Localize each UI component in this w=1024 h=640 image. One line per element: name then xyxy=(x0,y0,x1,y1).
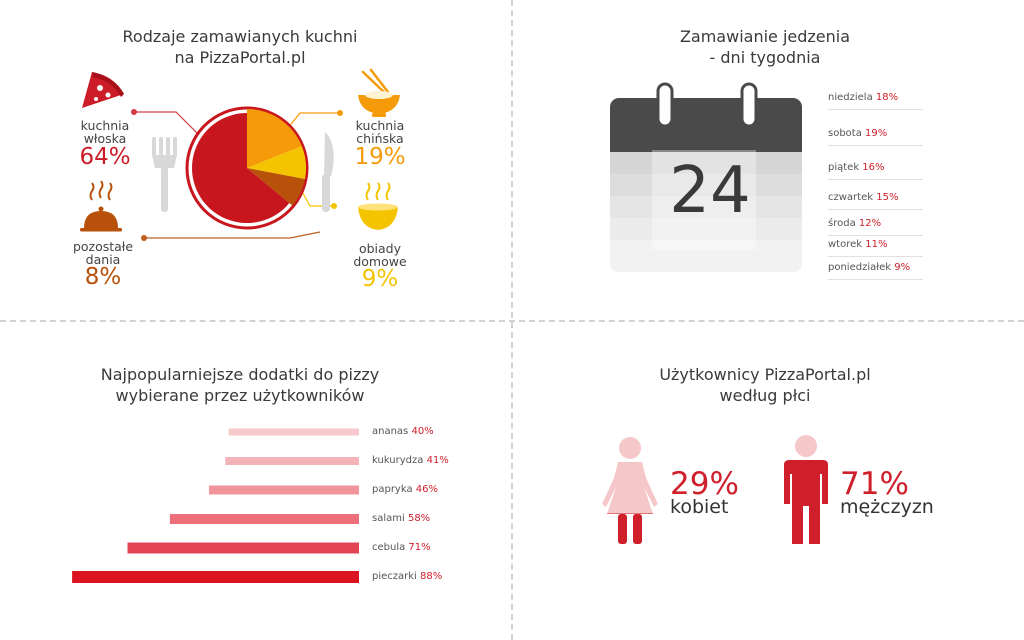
soup-pot-icon xyxy=(358,182,398,230)
topping-label: cebula 71% xyxy=(372,542,431,554)
pie-slice-italian xyxy=(192,113,290,224)
pie-slice-chinese xyxy=(247,109,302,168)
day-name: środa xyxy=(828,218,859,229)
days-title-line-2: - dni tygodnia xyxy=(709,48,821,67)
topping-name: pieczarki xyxy=(372,571,421,582)
day-percentage: 11% xyxy=(865,239,888,250)
pie-slices xyxy=(192,109,306,224)
topping-bar-pieczarki xyxy=(72,571,359,583)
topping-name: papryka xyxy=(372,484,416,495)
cuisines-title-line-1: Rodzaje zamawianych kuchni xyxy=(122,27,358,46)
knife-icon xyxy=(322,132,334,212)
leader-italian xyxy=(134,111,205,141)
day-name: niedziela xyxy=(828,92,876,103)
women-label: kobiet xyxy=(670,496,729,518)
day-percentage: 15% xyxy=(876,192,899,203)
day-row: niedziela 18% xyxy=(828,90,923,110)
topping-label: salami 58% xyxy=(372,513,430,525)
cuisines-title: Rodzaje zamawianych kuchni na PizzaPorta… xyxy=(60,26,420,68)
leader-other xyxy=(144,231,321,239)
man-figure-icon xyxy=(784,435,828,544)
women-percentage: 29% xyxy=(670,466,739,502)
toppings-title-line-1: Najpopularniejsze dodatki do pizzy xyxy=(100,365,380,384)
men-label: mężczyzn xyxy=(840,496,934,518)
topping-bars xyxy=(72,428,359,583)
day-row: wtorek 11% xyxy=(828,237,923,257)
pct-other: 8% xyxy=(84,264,122,290)
label-chinese: kuchnia chińska xyxy=(355,118,405,146)
noodle-bowl-icon xyxy=(358,68,400,117)
label-other: pozostałe dania xyxy=(72,239,134,267)
gender-title-line-1: Użytkownicy PizzaPortal.pl xyxy=(659,365,871,384)
topping-label: ananas 40% xyxy=(372,426,434,438)
days-title: Zamawianie jedzenia - dni tygodnia xyxy=(590,26,940,68)
leader-dot-other xyxy=(141,235,147,241)
topping-percentage: 58% xyxy=(407,513,431,524)
leader-dot-home xyxy=(331,203,337,209)
day-name: wtorek xyxy=(828,239,866,250)
gender-title: Użytkownicy PizzaPortal.pl według płci xyxy=(590,364,940,406)
topping-percentage: 71% xyxy=(408,542,431,553)
topping-percentage: 40% xyxy=(411,426,434,437)
pct-chinese: 19% xyxy=(354,144,406,170)
day-percentage: 9% xyxy=(894,262,911,273)
pct-italian: 64% xyxy=(79,144,131,170)
topping-name: cebula xyxy=(372,542,409,553)
leader-dot-chinese xyxy=(337,110,343,116)
pie-leader-lines xyxy=(131,109,343,241)
days-title-line-1: Zamawianie jedzenia xyxy=(679,27,851,46)
leader-dot-italian xyxy=(131,109,137,115)
pct-home: 9% xyxy=(361,266,399,292)
day-name: sobota xyxy=(828,128,866,139)
day-percentage: 16% xyxy=(862,162,885,173)
fork-icon xyxy=(152,137,177,212)
pie-slice-other xyxy=(247,168,305,206)
topping-percentage: 46% xyxy=(415,484,439,495)
day-row: sobota 19% xyxy=(828,126,923,146)
day-percentage: 12% xyxy=(858,218,882,229)
topping-bar-papryka xyxy=(209,485,359,495)
pizza-slice-icon xyxy=(82,72,124,108)
pie-slice-home xyxy=(247,146,306,180)
leader-chinese xyxy=(287,112,340,129)
horizontal-divider xyxy=(0,320,1024,322)
calendar-icon xyxy=(610,82,802,272)
topping-bar-cebula xyxy=(127,542,359,554)
day-percentage: 18% xyxy=(875,92,899,103)
topping-name: salami xyxy=(372,513,408,524)
topping-percentage: 88% xyxy=(420,571,443,582)
day-row: czwartek 15% xyxy=(828,190,923,210)
toppings-title: Najpopularniejsze dodatki do pizzy wybie… xyxy=(60,364,420,406)
day-name: czwartek xyxy=(828,192,877,203)
topping-name: kukurydza xyxy=(372,455,427,466)
toppings-title-line-2: wybierane przez użytkowników xyxy=(115,386,365,405)
day-percentage: 19% xyxy=(865,128,888,139)
serving-cloche-icon xyxy=(80,180,122,232)
topping-percentage: 41% xyxy=(426,455,449,466)
cuisines-chart xyxy=(80,68,400,241)
topping-bar-salami xyxy=(169,514,359,524)
day-row: środa 12% xyxy=(828,216,923,236)
men-percentage: 71% xyxy=(840,466,909,502)
gender-title-line-2: według płci xyxy=(719,386,811,405)
topping-label: kukurydza 41% xyxy=(372,455,449,467)
label-home: obiady domowe xyxy=(353,241,407,269)
label-italian: kuchnia włoska xyxy=(80,118,130,146)
day-name: piątek xyxy=(828,162,863,173)
cuisines-title-line-2: na PizzaPortal.pl xyxy=(174,48,306,67)
topping-label: papryka 46% xyxy=(372,484,438,496)
topping-bar-ananas xyxy=(228,428,359,436)
day-row: piątek 16% xyxy=(828,160,923,180)
topping-label: pieczarki 88% xyxy=(372,571,442,583)
topping-name: ananas xyxy=(372,426,412,437)
woman-figure-icon xyxy=(602,437,658,544)
toppings-chart xyxy=(72,428,359,583)
topping-bar-kukurydza xyxy=(225,457,359,465)
calendar-number: 24 xyxy=(669,154,751,228)
day-row: poniedziałek 9% xyxy=(828,260,923,280)
day-name: poniedziałek xyxy=(828,262,895,273)
